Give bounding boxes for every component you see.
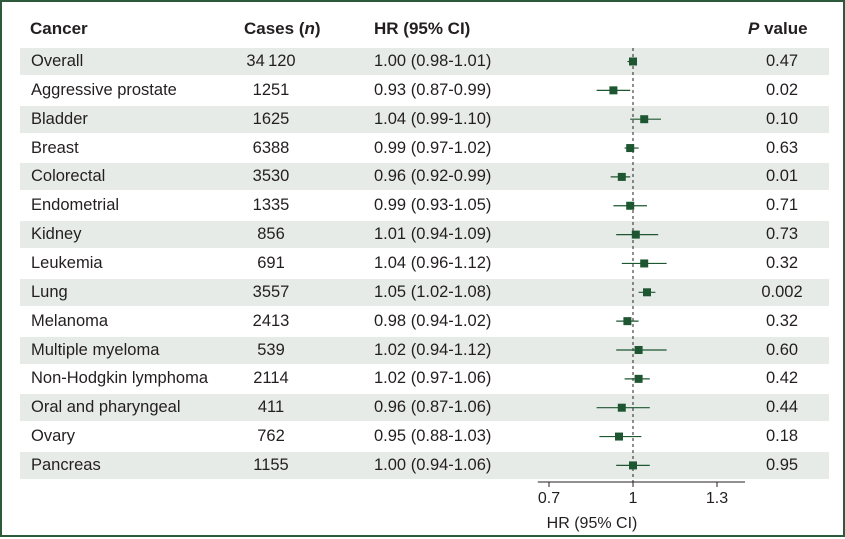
hr-ci-text: 1.04 (0.99-1.10) bbox=[374, 109, 492, 128]
header-cases: Cases (n) bbox=[244, 19, 321, 38]
p-value: 0.10 bbox=[765, 109, 799, 128]
table-row: Endometrial 1335 0.99 (0.93-1.05) 0.71 bbox=[20, 192, 829, 219]
table-row: Ovary 762 0.95 (0.88-1.03) 0.18 bbox=[20, 423, 829, 450]
p-value: 0.42 bbox=[765, 369, 799, 388]
header-cancer: Cancer bbox=[30, 19, 88, 38]
table-row: Breast 6388 0.99 (0.97-1.02) 0.63 bbox=[20, 135, 829, 162]
cases-count: 762 bbox=[257, 427, 285, 446]
p-value: 0.63 bbox=[765, 138, 799, 157]
table-row: Oral and pharyngeal 411 0.96 (0.87-1.06) 0.… bbox=[20, 394, 829, 422]
cancer-name: Melanoma bbox=[31, 311, 109, 330]
table-row: Colorectal 3530 0.96 (0.92-0.99) 0.01 bbox=[20, 163, 829, 191]
p-value: 0.60 bbox=[765, 340, 799, 359]
p-value: 0.71 bbox=[765, 196, 799, 215]
hr-ci-text: 0.99 (0.93-1.05) bbox=[374, 196, 492, 215]
p-value: 0.95 bbox=[765, 455, 799, 474]
table-row: Aggressive prostate 1251 0.93 (0.87-0.99) 0… bbox=[20, 77, 829, 104]
p-value: 0.18 bbox=[765, 427, 799, 446]
header-hr: HR (95% CI) bbox=[374, 19, 471, 38]
table-row: Pancreas 1155 1.00 (0.94-1.06) 0.95 bbox=[20, 451, 829, 479]
table-row: Multiple myeloma 539 1.02 (0.94-1.12) 0.60 bbox=[20, 336, 829, 364]
cancer-name: Kidney bbox=[31, 225, 82, 244]
cancer-name: Pancreas bbox=[31, 455, 101, 474]
header-p-value: P value bbox=[748, 19, 808, 38]
hr-ci-text: 1.02 (0.94-1.12) bbox=[374, 340, 492, 359]
cancer-name: Oral and pharyngeal bbox=[31, 398, 181, 417]
cases-count: 34 120 bbox=[246, 52, 296, 70]
p-value: 0.47 bbox=[765, 52, 799, 70]
p-value: 0.002 bbox=[761, 282, 803, 301]
cases-count: 3557 bbox=[252, 282, 290, 301]
table-row: Leukemia 691 1.04 (0.96-1.12) 0.32 bbox=[20, 250, 829, 277]
cases-count: 2413 bbox=[252, 311, 290, 330]
cases-count: 6388 bbox=[252, 138, 290, 157]
hr-ci-text: 1.01 (0.94-1.09) bbox=[374, 225, 492, 244]
hr-ci-text: 0.98 (0.94-1.02) bbox=[374, 311, 492, 330]
table-row: Non-Hodgkin lymphoma 2114 1.02 (0.97-1.06)… bbox=[20, 365, 829, 392]
table-row: Overall 34 120 1.00 (0.98-1.01) 0.47 bbox=[20, 48, 829, 75]
cases-count: 856 bbox=[257, 225, 285, 244]
cases-count: 1625 bbox=[252, 109, 290, 128]
cases-count: 1335 bbox=[252, 196, 290, 215]
hr-ci-text: 1.00 (0.98-1.01) bbox=[374, 52, 492, 70]
p-value: 0.32 bbox=[765, 311, 799, 330]
cancer-name: Leukemia bbox=[31, 253, 103, 272]
x-axis-label: HR (95% CI) bbox=[547, 515, 638, 532]
hr-ci-text: 1.04 (0.96-1.12) bbox=[374, 253, 492, 272]
cancer-name: Lung bbox=[31, 282, 68, 301]
cancer-name: Overall bbox=[31, 52, 84, 70]
p-value: 0.44 bbox=[765, 398, 799, 417]
p-value: 0.02 bbox=[765, 80, 799, 99]
hr-ci-text: 0.95 (0.88-1.03) bbox=[374, 427, 492, 446]
p-value: 0.32 bbox=[765, 253, 799, 272]
cases-count: 3530 bbox=[252, 167, 290, 186]
cases-count: 691 bbox=[257, 253, 285, 272]
hr-ci-text: 1.00 (0.94-1.06) bbox=[374, 455, 492, 474]
cancer-name: Colorectal bbox=[31, 167, 106, 186]
cancer-name: Ovary bbox=[31, 427, 76, 446]
table-row: Lung 3557 1.05 (1.02-1.08) 0.002 bbox=[20, 278, 829, 306]
table-row: Kidney 856 1.01 (0.94-1.09) 0.73 bbox=[20, 221, 829, 249]
cancer-name: Aggressive prostate bbox=[31, 80, 177, 99]
table-row: Bladder 1625 1.04 (0.99-1.10) 0.10 bbox=[20, 105, 829, 133]
cancer-name: Breast bbox=[31, 138, 79, 157]
x-tick-label: 1.3 bbox=[706, 490, 728, 507]
cases-count: 539 bbox=[257, 340, 285, 359]
hr-ci-text: 1.02 (0.97-1.06) bbox=[374, 369, 492, 388]
cancer-name: Multiple myeloma bbox=[31, 340, 160, 359]
hr-ci-text: 0.96 (0.87-1.06) bbox=[374, 398, 492, 417]
p-value: 0.73 bbox=[765, 225, 799, 244]
hr-ci-text: 0.96 (0.92-0.99) bbox=[374, 167, 492, 186]
cases-count: 1251 bbox=[252, 80, 290, 99]
cancer-name: Bladder bbox=[31, 109, 88, 128]
cases-count: 1155 bbox=[253, 455, 289, 474]
cases-count: 2114 bbox=[253, 369, 289, 388]
table-row: Melanoma 2413 0.98 (0.94-1.02) 0.32 bbox=[20, 308, 829, 335]
hr-ci-text: 1.05 (1.02-1.08) bbox=[374, 282, 492, 301]
cancer-name: Non-Hodgkin lymphoma bbox=[31, 369, 208, 388]
cases-count: 411 bbox=[257, 398, 285, 417]
hr-ci-text: 0.93 (0.87-0.99) bbox=[374, 80, 492, 99]
p-value: 0.01 bbox=[765, 167, 799, 186]
x-tick-label: 0.7 bbox=[538, 490, 560, 507]
cancer-name: Endometrial bbox=[31, 196, 120, 215]
x-tick-label: 1 bbox=[629, 490, 638, 507]
hr-ci-text: 0.99 (0.97-1.02) bbox=[374, 138, 492, 157]
